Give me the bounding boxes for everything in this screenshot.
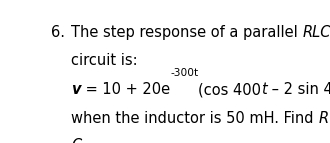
Text: = 10 + 20e: = 10 + 20e: [81, 82, 170, 97]
Text: t: t: [261, 82, 267, 97]
Text: RLC: RLC: [303, 25, 330, 40]
Text: The step response of a parallel: The step response of a parallel: [71, 25, 303, 40]
Text: -300t: -300t: [170, 68, 198, 78]
Text: when the inductor is 50 mH. Find: when the inductor is 50 mH. Find: [71, 111, 318, 126]
Text: R: R: [318, 111, 329, 126]
Text: C: C: [71, 138, 82, 143]
Text: .: .: [82, 138, 86, 143]
Text: (cos 400: (cos 400: [198, 82, 261, 97]
Text: v: v: [71, 82, 81, 97]
Text: 6.: 6.: [51, 25, 65, 40]
Text: and: and: [329, 111, 330, 126]
Text: circuit is:: circuit is:: [71, 53, 138, 68]
Text: – 2 sin 400: – 2 sin 400: [267, 82, 330, 97]
